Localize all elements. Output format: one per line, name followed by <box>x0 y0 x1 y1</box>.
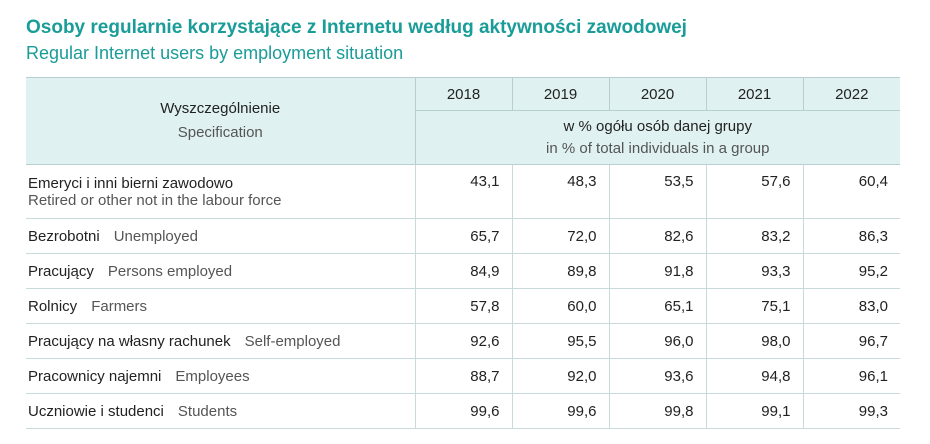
unit-label-english: in % of total individuals in a group <box>546 139 770 157</box>
value-cell: 95,2 <box>802 253 900 289</box>
value-cell: 99,6 <box>414 393 512 429</box>
row-label: Bezrobotni Unemployed <box>26 218 415 254</box>
year-header: 2018 <box>414 77 512 111</box>
value-cell: 99,1 <box>705 393 803 429</box>
row-label: Pracujący Persons employed <box>26 253 415 289</box>
value-cell: 99,3 <box>802 393 900 429</box>
table-body: Emeryci i inni bierni zawodowo Retired o… <box>26 164 900 429</box>
value-cell: 96,7 <box>802 323 900 359</box>
specification-header: Wyszczególnienie Specification <box>26 77 415 165</box>
year-header: 2022 <box>802 77 900 111</box>
row-label-polish: Uczniowie i studenci <box>28 402 164 420</box>
table-row: Emeryci i inni bierni zawodowo Retired o… <box>26 164 900 219</box>
value-cell: 84,9 <box>414 253 512 289</box>
value-cell: 92,6 <box>414 323 512 359</box>
value-cell: 96,1 <box>802 358 900 394</box>
unit-header: w % ogółu osób danej grupy in % of total… <box>414 110 900 165</box>
value-cell: 65,1 <box>608 288 706 324</box>
value-cell: 98,0 <box>705 323 803 359</box>
value-cell: 48,3 <box>511 164 609 219</box>
year-header: 2020 <box>608 77 706 111</box>
value-cell: 57,8 <box>414 288 512 324</box>
table-row: Uczniowie i studenci Students 99,6 99,6 9… <box>26 393 900 429</box>
value-cell: 93,3 <box>705 253 803 289</box>
value-cell: 83,2 <box>705 218 803 254</box>
table-row: Pracujący na własny rachunek Self-employe… <box>26 323 900 359</box>
value-cell: 91,8 <box>608 253 706 289</box>
row-label-polish: Pracujący <box>28 262 94 280</box>
row-label-english: Employees <box>175 367 250 385</box>
value-cell: 82,6 <box>608 218 706 254</box>
value-cell: 72,0 <box>511 218 609 254</box>
value-cell: 60,4 <box>802 164 900 219</box>
value-cell: 43,1 <box>414 164 512 219</box>
table-row: Pracujący Persons employed 84,9 89,8 91,8… <box>26 253 900 289</box>
value-cell: 99,8 <box>608 393 706 429</box>
table-row: Rolnicy Farmers 57,8 60,0 65,1 75,1 83,0 <box>26 288 900 324</box>
year-header: 2021 <box>705 77 803 111</box>
value-cell: 94,8 <box>705 358 803 394</box>
value-cell: 99,6 <box>511 393 609 429</box>
value-cell: 53,5 <box>608 164 706 219</box>
row-label-polish: Pracownicy najemni <box>28 367 162 385</box>
table-title-polish: Osoby regularnie korzystające z Internet… <box>26 17 687 38</box>
row-label: Uczniowie i studenci Students <box>26 393 415 429</box>
row-label-english: Persons employed <box>107 262 233 280</box>
value-cell: 89,8 <box>511 253 609 289</box>
table-header: Wyszczególnienie Specification 2018 2019… <box>26 77 900 165</box>
year-header: 2019 <box>511 77 609 111</box>
value-cell: 57,6 <box>705 164 803 219</box>
table-row: Pracownicy najemni Employees 88,7 92,0 93… <box>26 358 900 394</box>
value-cell: 93,6 <box>608 358 706 394</box>
value-cell: 86,3 <box>802 218 900 254</box>
row-label-polish: Emeryci i inni bierni zawodowo <box>28 174 234 192</box>
row-label-polish: Bezrobotni <box>28 227 100 245</box>
row-label-english: Retired or other not in the labour force <box>28 191 282 209</box>
value-cell: 60,0 <box>511 288 609 324</box>
row-label-polish: Pracujący na własny rachunek <box>28 332 231 350</box>
row-label: Pracujący na własny rachunek Self-employe… <box>26 323 415 359</box>
specification-label-polish: Wyszczególnienie <box>160 100 281 117</box>
row-label-english: Unemployed <box>113 227 198 245</box>
row-label-english: Students <box>177 402 238 420</box>
value-cell: 95,5 <box>511 323 609 359</box>
value-cell: 83,0 <box>802 288 900 324</box>
value-cell: 75,1 <box>705 288 803 324</box>
unit-label-polish: w % ogółu osób danej grupy <box>563 117 752 135</box>
row-label-english: Farmers <box>91 297 148 315</box>
table-title-english: Regular Internet users by employment sit… <box>26 43 404 63</box>
table-row: Bezrobotni Unemployed 65,7 72,0 82,6 83,2… <box>26 218 900 254</box>
value-cell: 96,0 <box>608 323 706 359</box>
data-table: Wyszczególnienie Specification 2018 2019… <box>26 77 900 429</box>
row-label-english: Self-employed <box>244 332 341 350</box>
row-label: Emeryci i inni bierni zawodowo Retired o… <box>26 164 415 219</box>
specification-label-english: Specification <box>177 124 263 141</box>
value-cell: 92,0 <box>511 358 609 394</box>
value-cell: 88,7 <box>414 358 512 394</box>
row-label: Pracownicy najemni Employees <box>26 358 415 394</box>
row-label: Rolnicy Farmers <box>26 288 415 324</box>
value-cell: 65,7 <box>414 218 512 254</box>
row-label-polish: Rolnicy <box>28 297 78 315</box>
